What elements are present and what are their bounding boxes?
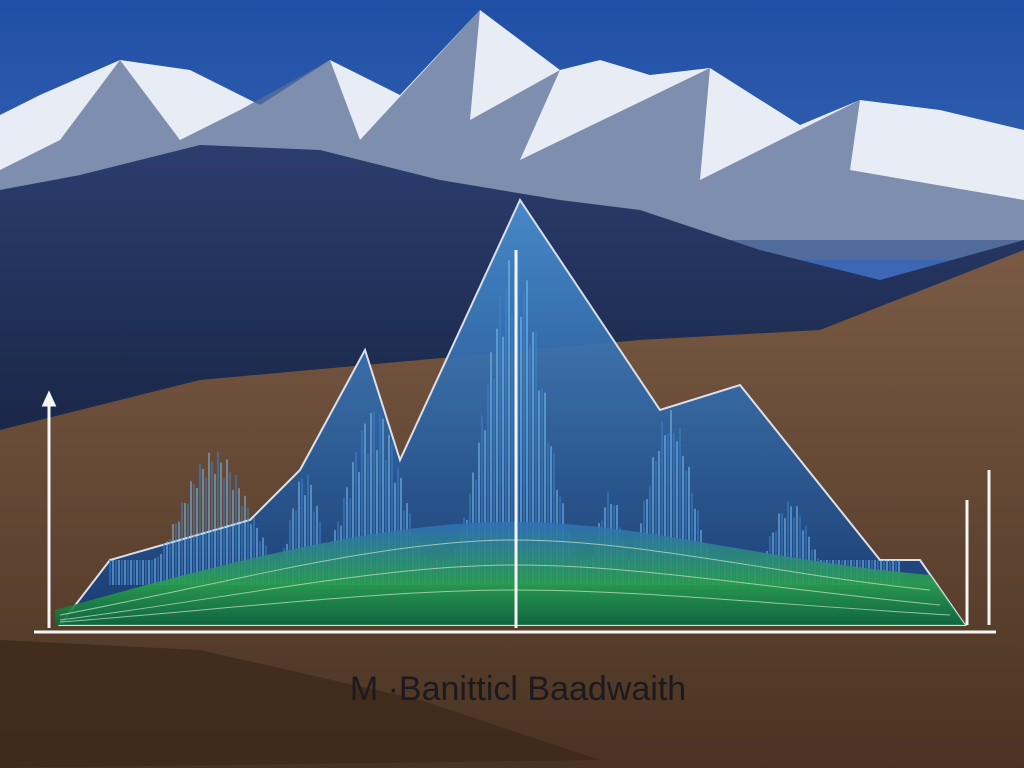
caption: M ·Banitticl Baadwaith [350, 670, 686, 708]
axes [34, 250, 996, 634]
foreground [0, 640, 600, 768]
arrow [41, 390, 57, 407]
chart-base [55, 521, 965, 625]
